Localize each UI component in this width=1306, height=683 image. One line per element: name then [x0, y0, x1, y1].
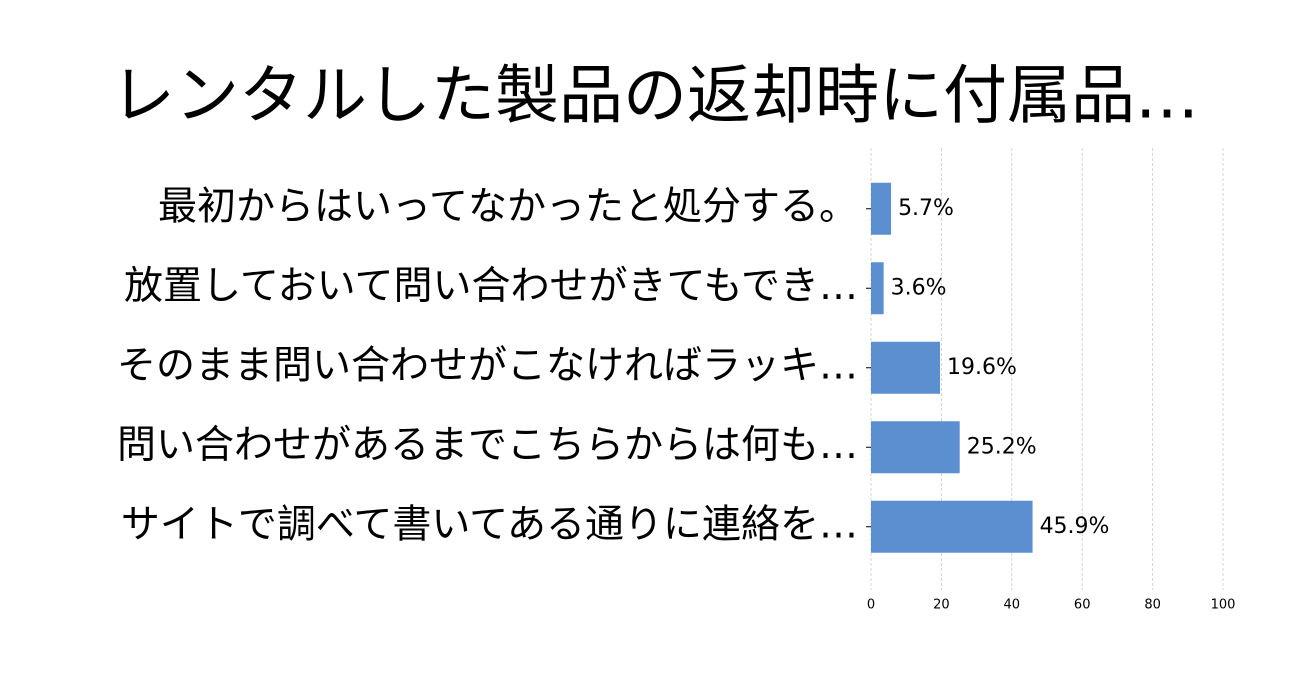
bar: [871, 182, 892, 235]
bar: [871, 421, 960, 474]
bar: [871, 500, 1033, 553]
y-tick-label: 問い合わせがあるまでこちらからは何も…: [117, 423, 858, 468]
x-tick-label: 20: [933, 598, 950, 613]
x-tick-label: 60: [1074, 598, 1091, 613]
value-label: 45.9%: [1040, 514, 1110, 539]
bar: [871, 262, 884, 315]
x-tick-label: 80: [1144, 598, 1161, 613]
chart-title: レンタルした製品の返却時に付属品…: [111, 60, 1199, 134]
y-tick-label: 最初からはいってなかったと処分する。: [158, 184, 858, 229]
x-tick-label: 0: [867, 598, 875, 613]
value-label: 3.6%: [891, 275, 947, 300]
x-tick-label: 40: [1004, 598, 1021, 613]
value-label: 25.2%: [967, 434, 1037, 459]
y-tick-label: そのまま問い合わせがこなければラッキ…: [117, 343, 858, 388]
y-tick-label: サイトで調べて書いてある通りに連絡を…: [121, 502, 858, 547]
value-label: 19.6%: [947, 355, 1017, 380]
y-tick-label: 放置しておいて問い合わせがきてもでき…: [124, 264, 858, 309]
bar: [871, 341, 940, 394]
value-label: 5.7%: [898, 196, 954, 221]
x-tick-label: 100: [1211, 598, 1236, 613]
